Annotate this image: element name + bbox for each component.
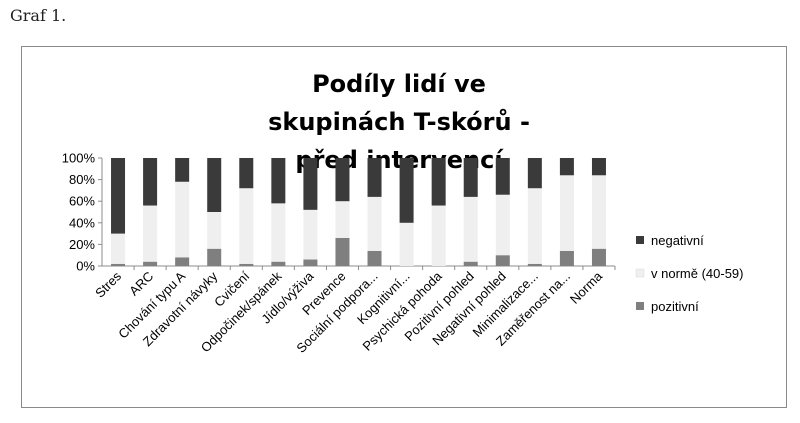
- bar-segment: [335, 201, 350, 238]
- bar-segment: [367, 158, 382, 197]
- bar-segment: [335, 158, 350, 202]
- y-tick-label: 0%: [76, 259, 95, 274]
- bar-segment: [431, 158, 446, 206]
- legend-swatch: [635, 268, 645, 278]
- bar-segment: [271, 261, 286, 266]
- bar-segment: [367, 250, 382, 266]
- bar-segment: [271, 158, 286, 204]
- bar-segment: [495, 255, 510, 266]
- bar-segment: [463, 261, 478, 266]
- bar-segment: [239, 158, 254, 189]
- bar-segment: [495, 158, 510, 195]
- legend-label: v normě (40-59): [651, 266, 743, 281]
- y-tick-label: 100%: [62, 151, 96, 166]
- bar-segment: [335, 237, 350, 266]
- legend-swatch: [636, 302, 644, 310]
- bar-segment: [175, 257, 190, 266]
- bar-segment: [175, 181, 190, 258]
- legend-label: negativní: [651, 233, 704, 248]
- y-tick-label: 80%: [69, 172, 95, 187]
- bar-segment: [303, 259, 318, 266]
- bar-segment: [559, 250, 574, 266]
- bar-segment: [559, 158, 574, 176]
- bar-segment: [207, 248, 222, 266]
- bar-segment: [175, 158, 190, 182]
- bar-segment: [111, 263, 126, 266]
- bar-segment: [399, 222, 414, 266]
- legend-label: pozitivní: [651, 299, 699, 314]
- bar-segment: [431, 205, 446, 266]
- bar-segment: [207, 212, 222, 249]
- bar-segment: [591, 175, 606, 249]
- bar-segment: [111, 233, 126, 264]
- bar-segment: [111, 158, 126, 234]
- x-tick-label: Stres: [92, 268, 124, 300]
- bar-segment: [559, 175, 574, 251]
- y-tick-label: 60%: [69, 194, 95, 209]
- bar-segment: [303, 209, 318, 260]
- bar-segment: [143, 205, 158, 262]
- y-tick-label: 20%: [69, 237, 95, 252]
- bar-segment: [239, 188, 254, 264]
- bar-segment: [463, 196, 478, 262]
- y-tick-label: 40%: [69, 215, 95, 230]
- bar-segment: [527, 158, 542, 189]
- bar-segment: [495, 194, 510, 256]
- bar-segment: [367, 196, 382, 251]
- bar-segment: [143, 158, 158, 206]
- bar-segment: [591, 158, 606, 176]
- bar-segment: [527, 263, 542, 266]
- bar-segment: [591, 248, 606, 266]
- bar-segment: [271, 203, 286, 262]
- bar-segment: [399, 158, 414, 223]
- bar-segment: [239, 263, 254, 266]
- bar-segment: [207, 158, 222, 212]
- bar-segment: [463, 158, 478, 197]
- chart-container: Podíly lidí ve skupinách T-skórů - před …: [21, 46, 787, 408]
- bar-segment: [527, 188, 542, 264]
- figure-caption: Graf 1.: [10, 6, 67, 25]
- bar-segment: [303, 158, 318, 210]
- legend-swatch: [636, 236, 644, 244]
- x-tick-label: Norma: [567, 268, 606, 307]
- bar-segment: [143, 261, 158, 266]
